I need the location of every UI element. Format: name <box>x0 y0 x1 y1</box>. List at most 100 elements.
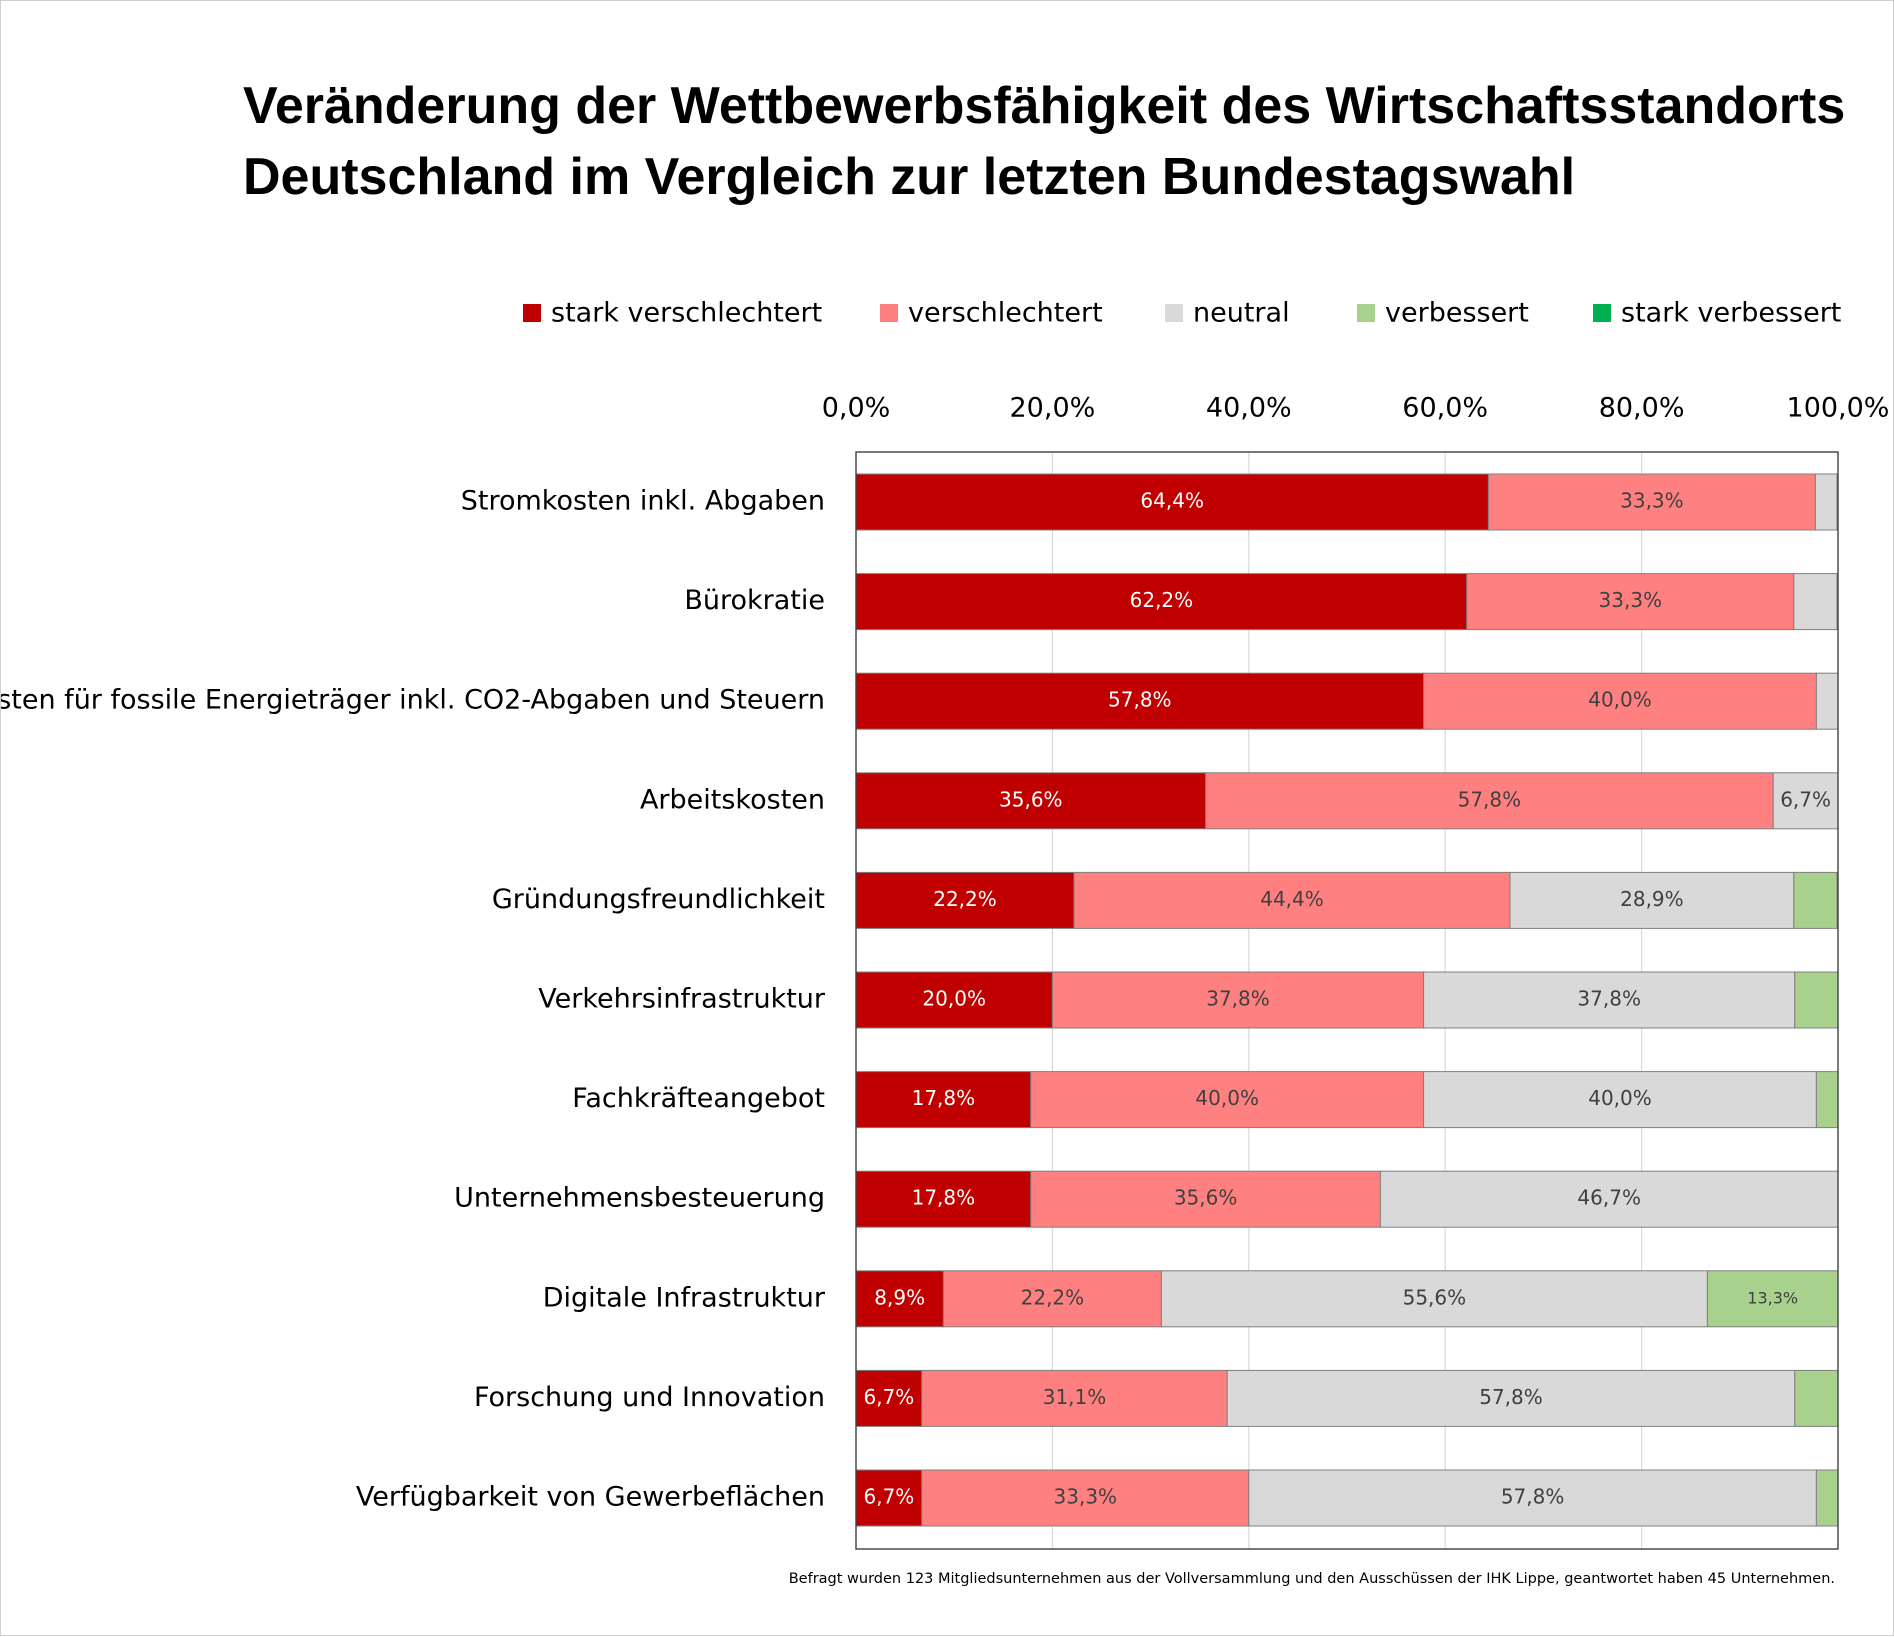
chart-footnote: Befragt wurden 123 Mitgliedsunternehmen … <box>789 1571 1835 1587</box>
plot-frame <box>855 451 1839 1550</box>
bar-segment <box>1379 1170 1839 1228</box>
bar-segment <box>1423 1071 1817 1129</box>
category-label: Kosten für fossile Energieträger inkl. C… <box>1 685 825 716</box>
bar-data-label: 40,0% <box>1588 1086 1652 1110</box>
bar-segment <box>1772 772 1839 830</box>
legend-label: verschlechtert <box>908 298 1103 329</box>
bar-segment <box>855 1270 944 1328</box>
chart-title-line: Veränderung der Wettbewerbsfähigkeit des… <box>243 77 1845 135</box>
legend-label: stark verschlechtert <box>551 298 822 329</box>
bar-data-label: 57,8% <box>1479 1385 1543 1409</box>
bar-segment <box>1793 871 1838 929</box>
bar-data-label: 44,4% <box>1260 887 1324 911</box>
bar-data-label: 13,3% <box>1747 1288 1798 1307</box>
bar-segment <box>1815 1469 1839 1527</box>
bar-segment <box>1794 1369 1839 1427</box>
bar-data-label: 57,8% <box>1108 688 1172 712</box>
bar-data-label: 6,7% <box>863 1385 914 1409</box>
x-tick-label: 40,0% <box>1206 393 1292 424</box>
bar-data-label: 22,2% <box>933 887 997 911</box>
bar-data-label: 17,8% <box>912 1186 976 1210</box>
bar-data-label: 37,8% <box>1577 987 1641 1011</box>
legend-label: neutral <box>1193 298 1290 329</box>
legend-label: stark verbessert <box>1621 298 1841 329</box>
category-label: Gründungsfreundlichkeit <box>492 884 825 915</box>
x-axis: 0,0% 20,0% 40,0% 60,0% 80,0% 100,0% <box>822 393 1890 424</box>
bar-data-label: 37,8% <box>1206 987 1270 1011</box>
bar-segment <box>855 1369 923 1427</box>
category-label: Verfügbarkeit von Gewerbeflächen <box>356 1482 825 1513</box>
chart-legend: stark verschlechtert verschlechtert neutra… <box>523 298 1841 329</box>
chart-title-line: Deutschland im Vergleich zur letzten Bun… <box>243 148 1575 206</box>
bar-segment <box>1815 1071 1839 1129</box>
bar-segment <box>921 1369 1228 1427</box>
bar-segment <box>855 871 1075 929</box>
legend-swatch <box>1165 304 1183 322</box>
bar-data-label: 55,6% <box>1403 1285 1467 1309</box>
bar-data-label: 33,3% <box>1620 489 1684 513</box>
bar-data-label: 40,0% <box>1195 1086 1259 1110</box>
bar-segment <box>1487 473 1816 531</box>
bar-segment <box>855 573 1468 631</box>
x-tick-label: 0,0% <box>822 393 891 424</box>
bar-data-label: 6,7% <box>863 1485 914 1509</box>
bar-data-label: 46,7% <box>1577 1186 1641 1210</box>
bar-segment <box>855 1170 1032 1228</box>
bar-data-label: 64,4% <box>1140 489 1204 513</box>
bar-segment <box>1706 1270 1839 1328</box>
bar-data-label: 57,8% <box>1501 1485 1565 1509</box>
bar-segment <box>855 971 1053 1029</box>
bar-segment <box>1248 1469 1817 1527</box>
bar-data-label: 31,1% <box>1043 1385 1107 1409</box>
bar-segment <box>942 1270 1162 1328</box>
bar-data-label: 62,2% <box>1130 588 1194 612</box>
bar-segment <box>1793 573 1838 631</box>
bar-segment <box>1160 1270 1708 1328</box>
bar-segment <box>1466 573 1795 631</box>
bar-data-label: 17,8% <box>912 1086 976 1110</box>
category-label: Stromkosten inkl. Abgaben <box>461 486 825 517</box>
bar-segment <box>855 1469 923 1527</box>
category-labels: Stromkosten inkl. Abgaben Bürokratie Koste… <box>1 486 826 1513</box>
category-label: Arbeitskosten <box>640 784 825 815</box>
category-label: Unternehmensbesteuerung <box>454 1183 825 1214</box>
category-label: Bürokratie <box>684 585 825 616</box>
bar-segment <box>921 1469 1250 1527</box>
bar-segment <box>1051 971 1425 1029</box>
bar-data-label: 33,3% <box>1599 588 1663 612</box>
bar-segment <box>1073 871 1511 929</box>
legend-swatch <box>1593 304 1611 322</box>
bar-data-label: 20,0% <box>922 987 986 1011</box>
chart-title: Veränderung der Wettbewerbsfähigkeit des… <box>243 77 1845 206</box>
bar-data-label: 35,6% <box>999 787 1063 811</box>
legend-swatch <box>880 304 898 322</box>
category-label: Forschung und Innovation <box>474 1382 825 1413</box>
bar-data-label: 8,9% <box>874 1285 925 1309</box>
x-tick-label: 100,0% <box>1787 393 1890 424</box>
bar-segment <box>1814 473 1838 531</box>
bar-data-label: 22,2% <box>1021 1285 1085 1309</box>
bar-segment <box>1815 672 1839 730</box>
bar-data-label: 35,6% <box>1174 1186 1238 1210</box>
footnote: Befragt wurden 123 Mitgliedsunternehmen … <box>789 1571 1835 1587</box>
bar-segment <box>1030 1170 1381 1228</box>
bar-data-label: 57,8% <box>1458 787 1522 811</box>
bar-series: 64,4% 33,3% 62,2% 33,3% 57,8% 40,0% 35,6% 57,8%… <box>855 473 1839 1527</box>
category-label: Fachkräfteangebot <box>572 1083 825 1114</box>
bar-data-label: 6,7% <box>1780 787 1831 811</box>
x-tick-label: 80,0% <box>1599 393 1685 424</box>
x-tick-label: 60,0% <box>1402 393 1488 424</box>
bar-segment <box>1423 672 1817 730</box>
x-tick-label: 20,0% <box>1010 393 1096 424</box>
bar-data-label: 28,9% <box>1620 887 1684 911</box>
bar-segment <box>1794 971 1839 1029</box>
bar-segment <box>855 473 1489 531</box>
legend-label: verbessert <box>1385 298 1529 329</box>
bar-segment <box>1226 1369 1796 1427</box>
bar-segment <box>1509 871 1795 929</box>
category-label: Digitale Infrastruktur <box>543 1282 826 1313</box>
bar-data-label: 33,3% <box>1054 1485 1118 1509</box>
legend-swatch <box>523 304 541 322</box>
